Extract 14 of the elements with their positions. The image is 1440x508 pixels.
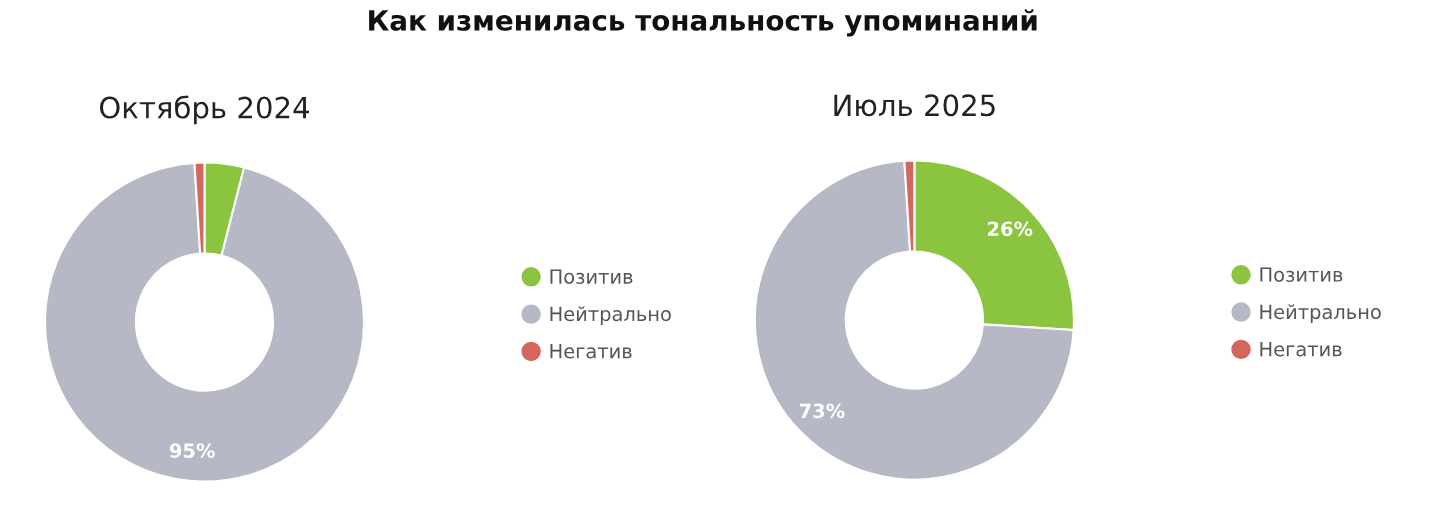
data-label: 26% <box>988 221 1033 237</box>
legend-label: Позитив <box>550 269 633 284</box>
chart-subtitle: Октябрь 2024 <box>99 95 309 125</box>
legend-label: Негатив <box>550 344 632 359</box>
legend-label: Позитив <box>1260 267 1343 282</box>
legend-label: Нейтрально <box>550 306 671 325</box>
chart-subtitle: Июль 2025 <box>834 94 995 117</box>
data-label: 73% <box>799 403 845 419</box>
donut-slice <box>753 159 1075 481</box>
chart-title: Как изменилась тональность упоминаний <box>369 9 1037 37</box>
legend-label: Негатив <box>1260 342 1342 357</box>
legend-label: Нейтрально <box>1260 304 1381 323</box>
data-label: 95% <box>169 443 215 458</box>
donut-slice <box>43 161 366 483</box>
